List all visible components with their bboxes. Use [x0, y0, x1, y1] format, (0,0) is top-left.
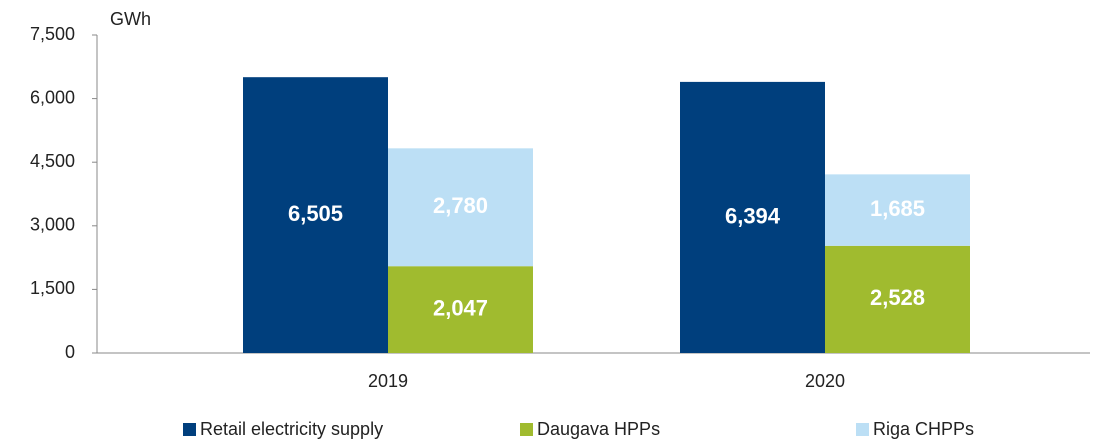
y-axis-label: GWh — [110, 9, 151, 29]
bar — [825, 245, 970, 353]
y-tick-label: 6,000 — [30, 87, 75, 107]
y-tick-label: 7,500 — [30, 24, 75, 44]
value-label: 6,505 — [288, 201, 343, 226]
bar — [388, 148, 533, 267]
value-label: 1,685 — [870, 196, 925, 221]
y-tick-label: 4,500 — [30, 151, 75, 171]
legend-swatch — [856, 423, 869, 436]
bar — [825, 174, 970, 246]
legend-swatch — [520, 423, 533, 436]
value-label: 2,780 — [433, 193, 488, 218]
y-tick-label: 0 — [65, 342, 75, 362]
y-tick-label: 3,000 — [30, 215, 75, 235]
x-tick-label: 2020 — [805, 371, 845, 391]
value-label: 6,394 — [725, 203, 781, 228]
bar — [388, 266, 533, 353]
legend-label: Retail electricity supply — [200, 419, 383, 439]
legend-swatch — [183, 423, 196, 436]
x-tick-label: 2019 — [368, 371, 408, 391]
y-tick-label: 1,500 — [30, 278, 75, 298]
value-label: 2,528 — [870, 285, 925, 310]
bar — [243, 77, 388, 354]
legend-label: Daugava HPPs — [537, 419, 660, 439]
bar — [680, 81, 825, 353]
value-label: 2,047 — [433, 295, 488, 320]
legend-label: Riga CHPPs — [873, 419, 974, 439]
